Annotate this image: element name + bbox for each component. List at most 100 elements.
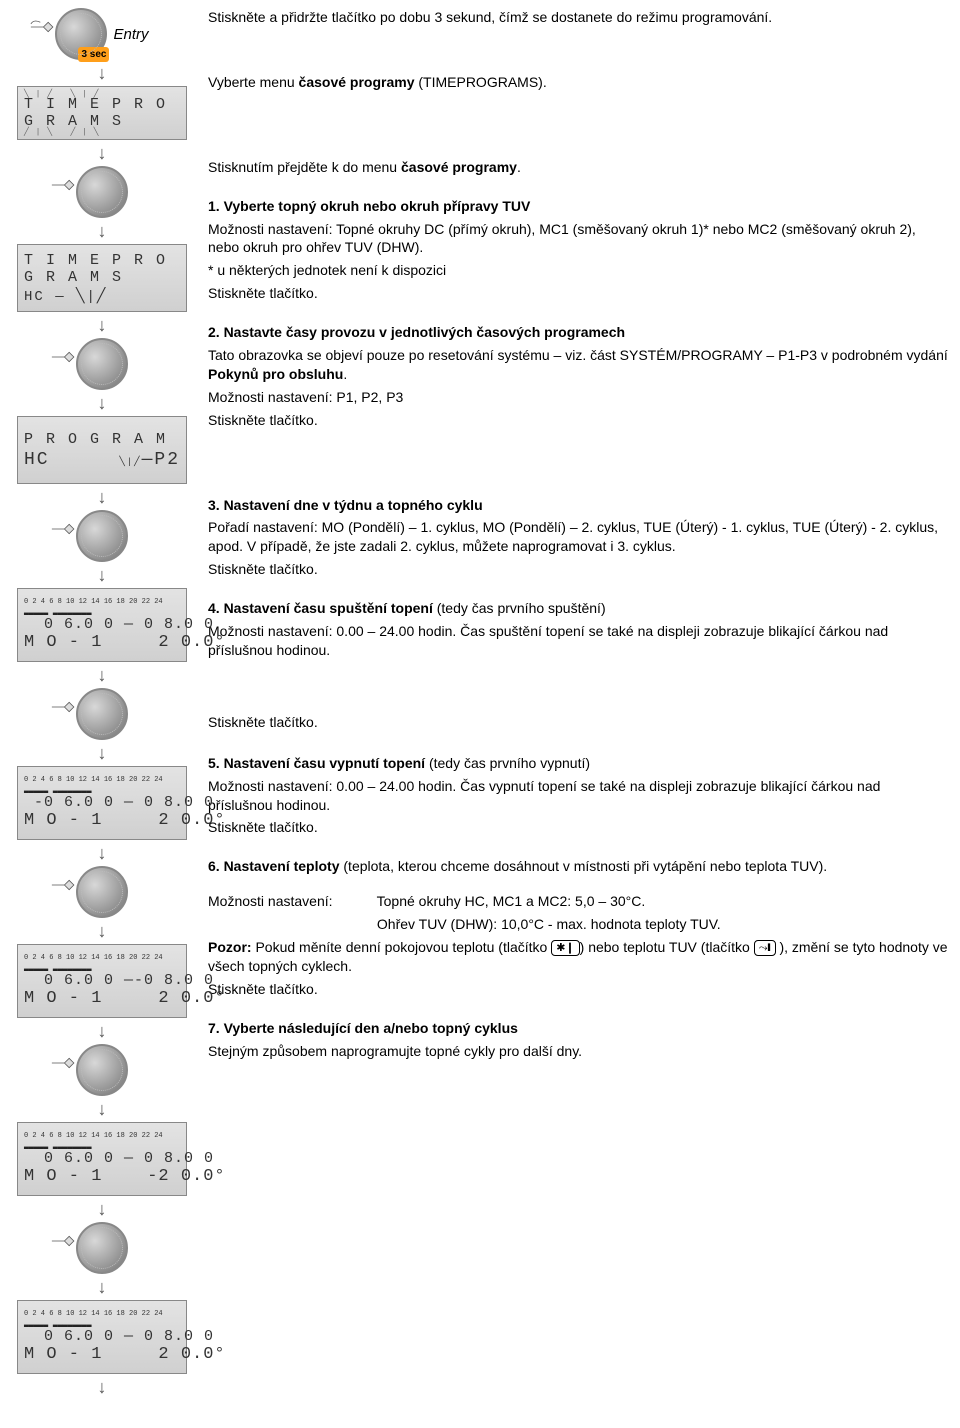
lcd-bars: ▂▂▂▂▂ ▂▂▂▂▂▂▂▂ — [24, 784, 91, 794]
badge-3sec: 3 sec — [78, 47, 109, 62]
lcd-bars: ▂▂▂▂▂ ▂▂▂▂▂▂▂▂ — [24, 1318, 91, 1328]
arrow-down-icon: ↓ — [98, 1024, 107, 1038]
step-3: 1. Vyberte topný okruh nebo okruh přípra… — [208, 197, 948, 303]
heading: 1. Vyberte topný okruh nebo okruh přípra… — [208, 197, 948, 216]
lcd-scale: 0 2 4 6 8 10 12 14 16 18 20 22 24 — [24, 1132, 163, 1140]
lcd-scale: 0 2 4 6 8 10 12 14 16 18 20 22 24 — [24, 776, 163, 784]
step-4: 2. Nastavte časy provozu v jednotlivých … — [208, 323, 948, 429]
lcd-scale: 0 2 4 6 8 10 12 14 16 18 20 22 24 — [24, 598, 163, 606]
step-9: 7. Vyberte následující den a/nebo topný … — [208, 1019, 948, 1061]
step-7: 5. Nastavení času vypnutí topení (tedy č… — [208, 754, 948, 838]
text: Pořadí nastavení: MO (Pondělí) – 1. cykl… — [208, 518, 948, 556]
instructions-column: Stiskněte a přidržte tlačítko po dobu 3 … — [200, 0, 960, 1089]
text: Možnosti nastavení: Topné okruhy DC (pří… — [208, 220, 948, 258]
lcd-time-3: 0 2 4 6 8 10 12 14 16 18 20 22 24 ▂▂▂▂▂ … — [17, 944, 187, 1018]
heading: 4. Nastavení času spuštění topení (tedy … — [208, 599, 948, 618]
hand-icon — [50, 696, 82, 718]
text: Možnosti nastavení: 0.00 – 24.00 hodin. … — [208, 622, 948, 660]
heading: 5. Nastavení času vypnutí topení (tedy č… — [208, 754, 948, 773]
left-steps-column: 3 sec Entry ↓ ╲ | ╱ ╲ | ╱ T I M E P R O … — [0, 0, 200, 1408]
knob-icon — [76, 166, 128, 218]
hand-icon — [50, 346, 82, 368]
text: Tato obrazovka se objeví pouze po reseto… — [208, 346, 948, 384]
arrow-down-icon: ↓ — [98, 1202, 107, 1216]
text: Možnosti nastavení: Topné okruhy HC, MC1… — [208, 892, 948, 911]
lcd-bottom: M O - 1 2 0.0° — [24, 811, 226, 830]
arrow-down-icon: ↓ — [98, 396, 107, 410]
lcd-time-5: 0 2 4 6 8 10 12 14 16 18 20 22 24 ▂▂▂▂▂ … — [17, 1300, 187, 1374]
press-text: Stiskněte tlačítko. — [208, 714, 948, 730]
lcd-bars: ▂▂▂▂▂ ▂▂▂▂▂▂▂▂ — [24, 962, 91, 972]
hand-icon — [50, 518, 82, 540]
press-text: Stiskněte tlačítko. — [208, 980, 948, 999]
arrow-down-icon: ↓ — [98, 1280, 107, 1294]
lcd-time-2: 0 2 4 6 8 10 12 14 16 18 20 22 24 ▂▂▂▂▂ … — [17, 766, 187, 840]
hand-icon — [29, 16, 61, 38]
text: Stejným způsobem naprogramujte topné cyk… — [208, 1042, 948, 1061]
lcd-scale: 0 2 4 6 8 10 12 14 16 18 20 22 24 — [24, 954, 163, 962]
knob-icon — [76, 1044, 128, 1096]
lcd-time-values: 0 6.0 0 — 0 8.0 0 — [24, 616, 214, 633]
arrow-down-icon: ↓ — [98, 924, 107, 938]
text: Možnosti nastavení: P1, P2, P3 — [208, 388, 948, 407]
arrow-down-icon: ↓ — [98, 146, 107, 160]
lcd-timeprograms-blink: ╲ | ╱ ╲ | ╱ T I M E P R O G R A M S ╱ | … — [17, 86, 187, 140]
arrow-down-icon: ↓ — [98, 1102, 107, 1116]
step-5: 3. Nastavení dne v týdnu a topného cyklu… — [208, 496, 948, 580]
text: Pozor: Pokud měníte denní pokojovou tepl… — [208, 938, 948, 976]
step-0: Stiskněte a přidržte tlačítko po dobu 3 … — [208, 8, 948, 27]
knob-icon — [76, 688, 128, 740]
press-text: Stiskněte tlačítko. — [208, 818, 948, 837]
lcd-text: HC — ╲|╱ — [24, 288, 107, 305]
press-text: Stiskněte tlačítko. — [208, 284, 948, 303]
heading: 3. Nastavení dne v týdnu a topného cyklu — [208, 496, 948, 515]
lcd-time-values: 0 6.0 0 — 0 8.0 0 — [24, 1328, 214, 1345]
entry-label: Entry — [113, 26, 148, 43]
arrow-down-icon: ↓ — [98, 846, 107, 860]
arrow-down-icon: ↓ — [98, 224, 107, 238]
lcd-text: T I M E P R O G R A M S — [24, 96, 180, 130]
arrow-down-icon: ↓ — [98, 66, 107, 80]
day-temp-button-icon: ✱❙ — [551, 940, 579, 956]
step-2: Stisknutím přejděte k do menu časové pro… — [208, 158, 948, 177]
text: Ohřev TUV (DHW): 10,0°C - max. hodnota t… — [208, 915, 948, 934]
hand-icon — [50, 174, 82, 196]
arrow-down-icon: ↓ — [98, 490, 107, 504]
knob-icon — [76, 510, 128, 562]
lcd-text: P R O G R A M — [24, 431, 167, 448]
heading: 2. Nastavte časy provozu v jednotlivých … — [208, 323, 948, 342]
text: * u některých jednotek není k dispozici — [208, 261, 948, 280]
lcd-time-values: 0 6.0 0 — 0 8.0 0 — [24, 1150, 214, 1167]
lcd-bars: ▂▂▂▂▂ ▂▂▂▂▂▂▂▂ — [24, 606, 91, 616]
lcd-program-p2: P R O G R A M HC ╲|╱—P2 — [17, 416, 187, 484]
arrow-down-icon: ↓ — [98, 318, 107, 332]
lcd-bottom: M O - 1 2 0.0° — [24, 1345, 226, 1364]
press-text: Stiskněte tlačítko. — [208, 411, 948, 430]
text: Stiskněte a přidržte tlačítko po dobu 3 … — [208, 8, 948, 27]
lcd-time-values: 0 6.0 0 —-0 8.0 0 — [24, 972, 214, 989]
heading: 6. Nastavení teploty (teplota, kterou ch… — [208, 857, 948, 876]
blink-marks: ╱ | ╲ ╱ | ╲ — [24, 127, 180, 137]
lcd-timeprograms-hc: T I M E P R O G R A M S HC — ╲|╱ — [17, 244, 187, 312]
knob-icon — [76, 866, 128, 918]
step-1: Vyberte menu časové programy (TIMEPROGRA… — [208, 73, 948, 92]
step-6: 4. Nastavení času spuštění topení (tedy … — [208, 599, 948, 660]
arrow-down-icon: ↓ — [98, 668, 107, 682]
step-8: 6. Nastavení teploty (teplota, kterou ch… — [208, 857, 948, 998]
knob-icon: 3 sec — [55, 8, 107, 60]
knob-icon — [76, 338, 128, 390]
hand-icon — [50, 874, 82, 896]
hand-icon — [50, 1052, 82, 1074]
lcd-bottom: M O - 1 2 0.0° — [24, 633, 226, 652]
heading: 7. Vyberte následující den a/nebo topný … — [208, 1019, 948, 1038]
lcd-bottom: M O - 1 -2 0.0° — [24, 1167, 226, 1186]
press-text: Stiskněte tlačítko. — [208, 560, 948, 579]
lcd-text: HC ╲|╱—P2 — [24, 450, 180, 470]
lcd-time-1: 0 2 4 6 8 10 12 14 16 18 20 22 24 ▂▂▂▂▂ … — [17, 588, 187, 662]
lcd-text: T I M E P R O G R A M S — [24, 252, 180, 286]
arrow-down-icon: ↓ — [98, 746, 107, 760]
text: Možnosti nastavení: 0.00 – 24.00 hodin. … — [208, 777, 948, 815]
dhw-temp-button-icon: ⤳❙ — [754, 940, 776, 956]
hand-icon — [50, 1230, 82, 1252]
arrow-down-icon: ↓ — [98, 1380, 107, 1394]
